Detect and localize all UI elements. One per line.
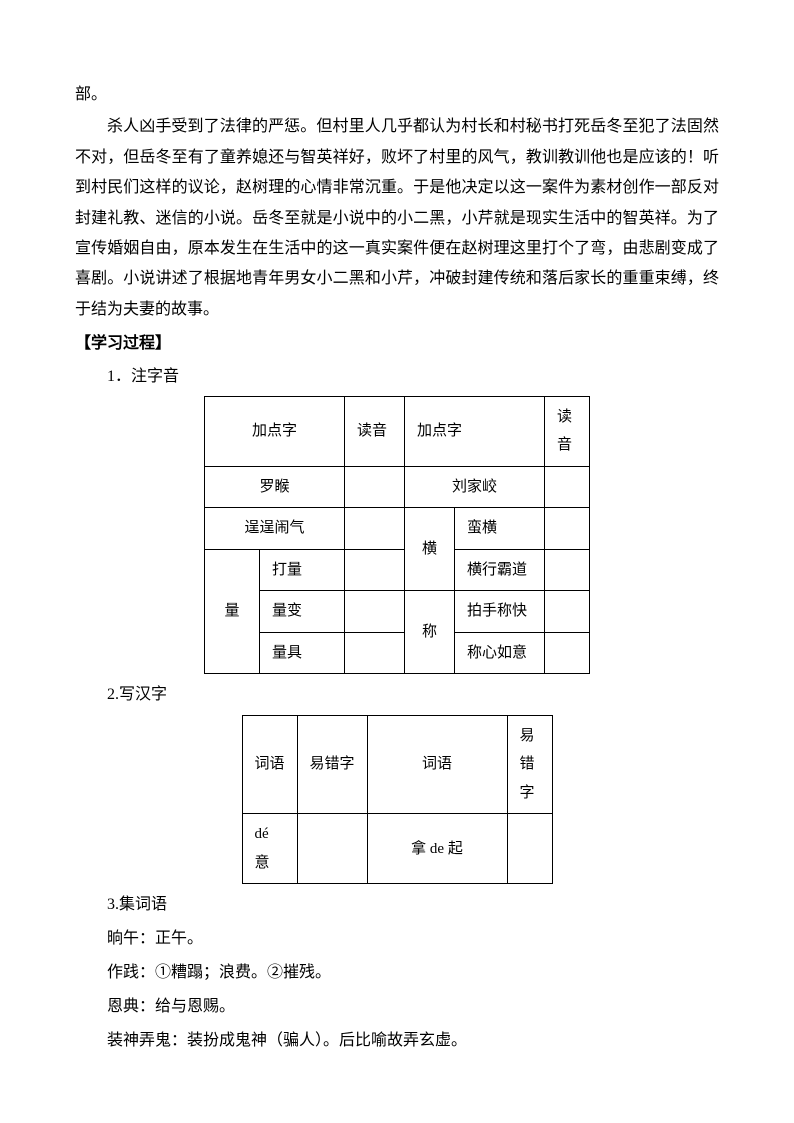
table-row: 逞逞闹气 横 蛮横	[205, 508, 590, 550]
cell-empty	[545, 508, 590, 550]
item-1: 1．注字音	[107, 362, 719, 392]
cell: 量	[205, 549, 260, 674]
cell: 量具	[260, 632, 345, 674]
paragraph-main: 杀人凶手受到了法律的严惩。但村里人几乎都认为村长和村秘书打死岳冬至犯了法固然不对…	[75, 112, 719, 325]
cell-empty	[345, 591, 405, 633]
table-row: 罗睺 刘家峧	[205, 466, 590, 508]
item-2: 2.写汉字	[107, 680, 719, 710]
cell: 称	[405, 591, 455, 674]
cell-header: 加点字	[205, 396, 345, 466]
cell: 横行霸道	[455, 549, 545, 591]
cell-empty	[545, 549, 590, 591]
cell: 量变	[260, 591, 345, 633]
table-row: 量变 称 拍手称快	[205, 591, 590, 633]
phonetics-table: 加点字 读音 加点字 读音 罗睺 刘家峧 逞逞闹气 横 蛮横 量 打量 横行霸道…	[204, 396, 590, 675]
cell-empty	[545, 591, 590, 633]
cell-empty	[345, 466, 405, 508]
vocab-entry: 作践：①糟蹋；浪费。②摧残。	[107, 957, 719, 989]
cell: 逞逞闹气	[205, 508, 345, 550]
cell: 拿 de 起	[367, 814, 507, 884]
cell-header: 读音	[345, 396, 405, 466]
paragraph-continuation: 部。	[75, 80, 719, 110]
vocab-entry: 晌午：正午。	[107, 923, 719, 955]
cell: 称心如意	[455, 632, 545, 674]
hanzi-table: 词语 易错字 词语 易错字 dé 意 拿 de 起	[242, 715, 553, 885]
table-row: dé 意 拿 de 起	[242, 814, 552, 884]
item-3: 3.集词语	[107, 890, 719, 920]
cell-empty	[507, 814, 552, 884]
cell: 打量	[260, 549, 345, 591]
cell: 罗睺	[205, 466, 345, 508]
section-title: 【学习过程】	[75, 329, 719, 359]
cell-empty	[545, 632, 590, 674]
cell-header: 读音	[545, 396, 590, 466]
cell: 刘家峧	[405, 466, 545, 508]
cell: 拍手称快	[455, 591, 545, 633]
cell-empty	[345, 508, 405, 550]
cell-header: 词语	[242, 715, 297, 814]
cell-empty	[297, 814, 367, 884]
cell-empty	[545, 466, 590, 508]
cell-header: 词语	[367, 715, 507, 814]
cell-empty	[345, 632, 405, 674]
cell: 蛮横	[455, 508, 545, 550]
cell: dé 意	[242, 814, 297, 884]
table-row: 加点字 读音 加点字 读音	[205, 396, 590, 466]
cell-header: 易错字	[297, 715, 367, 814]
table-row: 量具 称心如意	[205, 632, 590, 674]
cell: 横	[405, 508, 455, 591]
vocab-entry: 恩典：给与恩赐。	[107, 991, 719, 1023]
vocab-entry: 装神弄鬼：装扮成鬼神（骗人）。后比喻故弄玄虚。	[107, 1025, 719, 1057]
table-row: 词语 易错字 词语 易错字	[242, 715, 552, 814]
cell-header: 加点字	[405, 396, 545, 466]
cell-header: 易错字	[507, 715, 552, 814]
cell-empty	[345, 549, 405, 591]
